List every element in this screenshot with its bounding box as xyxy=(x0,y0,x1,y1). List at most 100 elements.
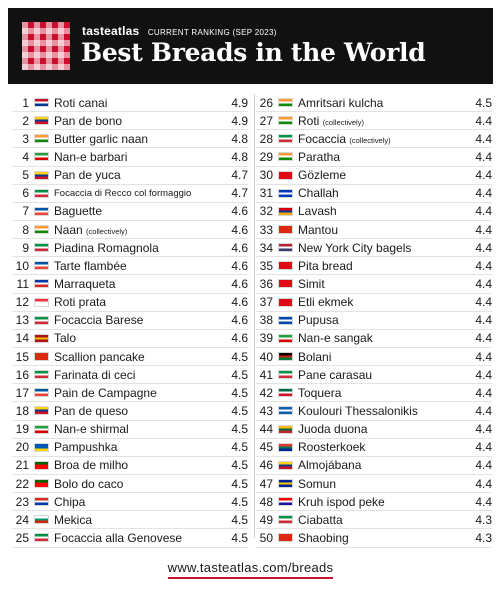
bread-name-text: Amritsari kulcha xyxy=(298,95,384,110)
ranking-row: 22 Bolo do caco 4.5 xyxy=(12,475,248,494)
rank-number: 36 xyxy=(259,276,273,291)
rank-number: 37 xyxy=(259,295,273,310)
bread-name: Focaccia di Recco col formaggio xyxy=(54,188,222,199)
rating-score: 4.6 xyxy=(231,240,248,255)
bread-name-text: Butter garlic naan xyxy=(54,131,149,146)
rating-score: 4.8 xyxy=(231,131,248,146)
footer-url-link[interactable]: www.tasteatlas.com/breads xyxy=(167,560,334,579)
ranking-row: 8 Naan (collectively) 4.6 xyxy=(12,221,248,240)
country-flag-icon xyxy=(278,370,293,380)
rating-score: 4.5 xyxy=(231,440,248,455)
checkered-tablecloth-icon xyxy=(22,22,70,70)
bread-name: Baguette xyxy=(54,204,222,218)
bread-name: Somun xyxy=(298,477,466,491)
rating-score: 4.5 xyxy=(231,385,248,400)
rank-number: 31 xyxy=(259,186,273,201)
rating-score: 4.4 xyxy=(475,168,492,183)
country-flag-icon xyxy=(278,134,293,144)
brand-line: tasteatlas CURRENT RANKING (SEP 2023) xyxy=(82,22,277,40)
bread-name-text: Piadina Romagnola xyxy=(54,240,159,255)
country-flag-icon xyxy=(34,479,49,489)
bread-name: Talo xyxy=(54,331,222,345)
footer: www.tasteatlas.com/breads xyxy=(0,560,501,579)
bread-name: Pampushka xyxy=(54,440,222,454)
country-flag-icon xyxy=(34,442,49,452)
rank-number: 48 xyxy=(259,494,273,509)
bread-name-text: Pain de Campagne xyxy=(54,385,157,400)
ranking-row: 45 Roosterkoek 4.4 xyxy=(256,439,492,457)
bread-name: Koulouri Thessalonikis xyxy=(298,404,466,418)
ranking-row: 41 Pane carasau 4.4 xyxy=(256,366,492,385)
ranking-row: 36 Simit 4.4 xyxy=(256,275,492,294)
country-flag-icon xyxy=(278,460,293,470)
ranking-row: 13 Focaccia Barese 4.6 xyxy=(12,312,248,330)
bread-name: Shaobing xyxy=(298,531,466,545)
rating-score: 4.5 xyxy=(231,476,248,491)
rank-number: 14 xyxy=(15,331,29,346)
country-flag-icon xyxy=(34,243,49,253)
bread-name-text: Shaobing xyxy=(298,530,349,545)
bread-name-text: Farinata di ceci xyxy=(54,367,136,382)
rating-score: 4.4 xyxy=(475,149,492,164)
ranking-row: 18 Pan de queso 4.5 xyxy=(12,402,248,421)
ranking-row: 11 Marraqueta 4.6 xyxy=(12,275,248,294)
ranking-label: CURRENT RANKING (SEP 2023) xyxy=(147,28,277,37)
right-ranking-column: 26 Amritsari kulcha 4.5 27 Roti (collectivel… xyxy=(256,94,492,548)
country-flag-icon xyxy=(34,261,49,271)
rating-score: 4.5 xyxy=(231,458,248,473)
bread-name: Naan (collectively) xyxy=(54,223,222,237)
ranking-row: 47 Somun 4.4 xyxy=(256,475,492,494)
bread-name-text: Focaccia di Recco col formaggio xyxy=(54,187,192,199)
bread-name-text: Etli ekmek xyxy=(298,295,354,310)
country-flag-icon xyxy=(34,188,49,198)
bread-name: Scallion pancake xyxy=(54,350,222,364)
country-flag-icon xyxy=(34,152,49,162)
country-flag-icon xyxy=(278,515,293,525)
rating-score: 4.6 xyxy=(231,258,248,273)
rating-score: 4.5 xyxy=(231,422,248,437)
ranking-row: 3 Butter garlic naan 4.8 xyxy=(12,130,248,149)
rank-number: 11 xyxy=(16,276,29,291)
country-flag-icon xyxy=(278,352,293,362)
rating-score: 4.4 xyxy=(475,403,492,418)
rank-number: 24 xyxy=(15,512,29,527)
bread-name: Lavash xyxy=(298,204,466,218)
bread-name-text: Somun xyxy=(298,476,337,491)
bread-name: Pita bread xyxy=(298,259,466,273)
bread-name-text: Challah xyxy=(298,186,339,201)
ranking-row: 1 Roti canai 4.9 xyxy=(12,94,248,113)
bread-name-text: Nan-e sangak xyxy=(298,331,373,346)
ranking-row: 39 Nan-e sangak 4.4 xyxy=(256,330,492,348)
rating-score: 4.6 xyxy=(231,313,248,328)
bread-name: Simit xyxy=(298,277,466,291)
brand-name: tasteatlas xyxy=(82,24,140,38)
ranking-row: 44 Juoda duona 4.4 xyxy=(256,421,492,439)
bread-name-text: Nan-e barbari xyxy=(54,149,128,164)
rating-score: 4.6 xyxy=(231,204,248,219)
ranking-row: 14 Talo 4.6 xyxy=(12,330,248,348)
rating-score: 4.4 xyxy=(475,113,492,128)
bread-name: Mekica xyxy=(54,513,222,527)
ranking-row: 24 Mekica 4.5 xyxy=(12,511,248,530)
ranking-row: 16 Farinata di ceci 4.5 xyxy=(12,366,248,385)
ranking-row: 42 Toquera 4.4 xyxy=(256,384,492,403)
bread-name: Etli ekmek xyxy=(298,295,466,309)
ranking-row: 43 Koulouri Thessalonikis 4.4 xyxy=(256,402,492,421)
bread-name-text: Tarte flambée xyxy=(54,258,127,273)
country-flag-icon xyxy=(34,333,49,343)
bread-name-text: Focaccia xyxy=(298,131,347,146)
ranking-row: 23 Chipa 4.5 xyxy=(12,493,248,512)
rating-score: 4.6 xyxy=(231,276,248,291)
country-flag-icon xyxy=(34,315,49,325)
rating-score: 4.4 xyxy=(475,204,492,219)
rating-score: 4.7 xyxy=(231,186,248,201)
bread-name: Almojábana xyxy=(298,458,466,472)
country-flag-icon xyxy=(278,406,293,416)
rating-score: 4.6 xyxy=(231,331,248,346)
ranking-row: 50 Shaobing 4.3 xyxy=(256,529,492,548)
bread-name-text: Koulouri Thessalonikis xyxy=(298,403,418,418)
bread-name-text: Pan de queso xyxy=(54,403,129,418)
bread-name-text: Ciabatta xyxy=(298,512,343,527)
bread-name-text: Talo xyxy=(54,331,77,346)
bread-name-text: Simit xyxy=(298,276,325,291)
